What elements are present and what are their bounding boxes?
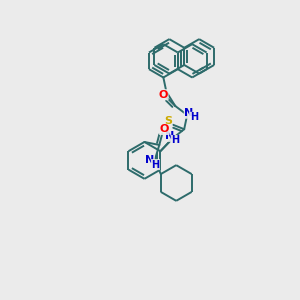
Text: N: N bbox=[184, 108, 194, 118]
Text: H: H bbox=[152, 160, 160, 170]
Text: O: O bbox=[160, 124, 169, 134]
Text: N: N bbox=[145, 155, 154, 165]
Text: N: N bbox=[165, 131, 174, 141]
Text: S: S bbox=[164, 116, 172, 126]
Text: H: H bbox=[190, 112, 198, 122]
Text: O: O bbox=[159, 90, 168, 100]
Text: H: H bbox=[171, 136, 179, 146]
